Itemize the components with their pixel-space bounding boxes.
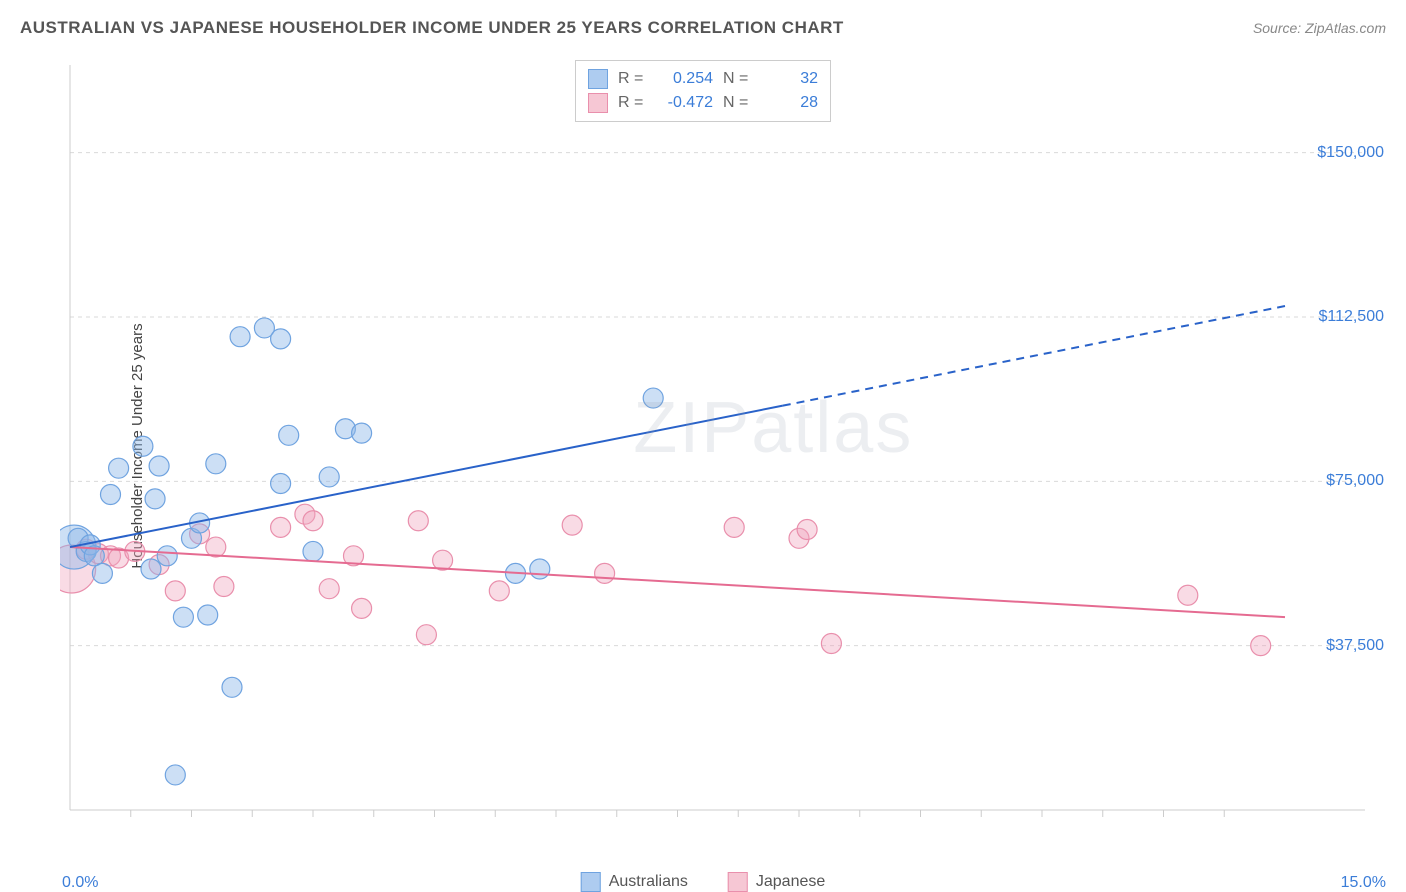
legend-swatch-australians [588, 69, 608, 89]
n-value: 32 [763, 70, 818, 88]
r-value: 0.254 [658, 70, 713, 88]
x-axis-max-label: 15.0% [1341, 874, 1386, 892]
chart-source: Source: ZipAtlas.com [1253, 20, 1386, 36]
chart-header: AUSTRALIAN VS JAPANESE HOUSEHOLDER INCOM… [20, 18, 1386, 38]
scatter-chart-svg [60, 55, 1380, 825]
legend-item-australians: Australians [581, 872, 688, 892]
n-label: N = [723, 94, 753, 112]
legend-row-australians: R = 0.254 N = 32 [588, 67, 818, 91]
source-name: ZipAtlas.com [1305, 20, 1386, 36]
chart-title: AUSTRALIAN VS JAPANESE HOUSEHOLDER INCOM… [20, 18, 844, 38]
x-axis-min-label: 0.0% [62, 874, 98, 892]
n-label: N = [723, 70, 753, 88]
legend-swatch-australians [581, 872, 601, 892]
r-label: R = [618, 70, 648, 88]
legend-label: Australians [609, 873, 688, 891]
chart-area [60, 55, 1380, 825]
correlation-legend: R = 0.254 N = 32 R = -0.472 N = 28 [575, 60, 831, 122]
source-prefix: Source: [1253, 20, 1305, 36]
legend-row-japanese: R = -0.472 N = 28 [588, 91, 818, 115]
legend-swatch-japanese [728, 872, 748, 892]
y-tick-label: $37,500 [1326, 637, 1384, 655]
legend-swatch-japanese [588, 93, 608, 113]
y-tick-label: $150,000 [1317, 144, 1384, 162]
series-legend: Australians Japanese [581, 872, 826, 892]
n-value: 28 [763, 94, 818, 112]
y-tick-label: $75,000 [1326, 472, 1384, 490]
y-tick-label: $112,500 [1318, 308, 1384, 326]
r-value: -0.472 [658, 94, 713, 112]
legend-item-japanese: Japanese [728, 872, 825, 892]
r-label: R = [618, 94, 648, 112]
legend-label: Japanese [756, 873, 825, 891]
